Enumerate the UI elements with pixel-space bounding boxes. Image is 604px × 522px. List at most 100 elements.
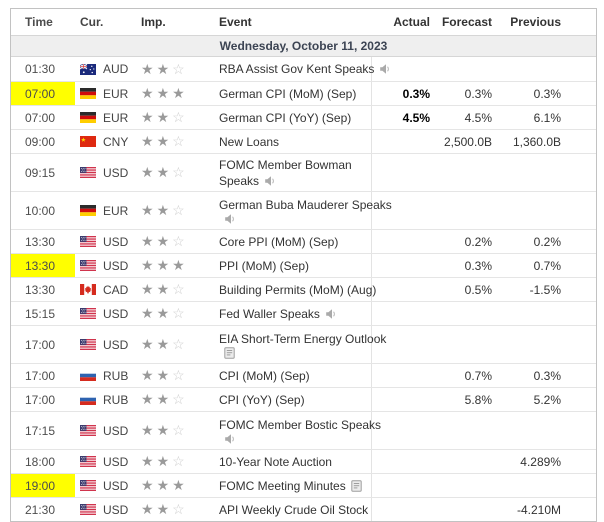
- event-name[interactable]: German Buba Mauderer Speaks: [215, 192, 392, 229]
- event-label: RBA Assist Gov Kent Speaks: [219, 62, 375, 76]
- table-row[interactable]: 07:00 EUR ★ ★ ★ German CPI (MoM) (Sep) 0.3% 0.3…: [11, 81, 596, 105]
- event-name[interactable]: FOMC Member Bowman Speaks: [215, 154, 372, 191]
- table-row[interactable]: 18:00 USD ★ ★ ☆ 10-Year Note Auction 4.289%: [11, 449, 596, 473]
- currency-code: EUR: [103, 110, 129, 125]
- event-name[interactable]: FOMC Member Bostic Speaks: [215, 412, 381, 449]
- table-row[interactable]: 17:00 USD ★ ★ ☆ EIA Short-Term Energy Outlook: [11, 325, 596, 363]
- star-empty-icon: ☆: [172, 233, 185, 249]
- star-empty-icon: ☆: [172, 422, 185, 438]
- event-name[interactable]: Fed Waller Speaks: [215, 302, 372, 325]
- event-name[interactable]: German CPI (MoM) (Sep): [215, 82, 372, 105]
- star-empty-icon: ☆: [172, 109, 185, 125]
- forecast-value: 0.3%: [464, 258, 492, 273]
- canada-flag-icon: [80, 284, 96, 295]
- col-header-importance: Imp.: [141, 15, 166, 29]
- event-name[interactable]: API Weekly Crude Oil Stock: [215, 498, 372, 521]
- actual-value: 0.3%: [402, 86, 430, 101]
- table-row[interactable]: 17:15 USD ★ ★ ☆ FOMC Member Bostic Speaks: [11, 411, 596, 449]
- table-row[interactable]: 19:00 USD ★ ★ ★ FOMC Meeting Minutes: [11, 473, 596, 497]
- forecast-value: 0.3%: [464, 86, 492, 101]
- star-filled-icon: ★: [156, 281, 170, 297]
- importance-stars: ★ ★ ★: [137, 85, 215, 102]
- speaker-icon: [224, 213, 236, 225]
- star-filled-icon: ★: [156, 202, 170, 218]
- event-name[interactable]: New Loans: [215, 130, 372, 153]
- currency-cell: USD: [75, 338, 137, 352]
- star-filled-icon: ★: [141, 85, 154, 101]
- event-label: CPI (YoY) (Sep): [219, 392, 305, 407]
- table-row[interactable]: 07:00 EUR ★ ★ ☆ German CPI (YoY) (Sep) 4.5% 4.5…: [11, 105, 596, 129]
- star-filled-icon: ★: [156, 60, 170, 77]
- star-filled-icon: ★: [172, 257, 185, 273]
- star-empty-icon: ☆: [172, 336, 185, 352]
- star-filled-icon: ★: [156, 422, 170, 438]
- germany-flag-icon: [80, 205, 96, 216]
- currency-cell: EUR: [75, 87, 137, 101]
- table-row[interactable]: 10:00 EUR ★ ★ ☆ German Buba Mauderer Speaks: [11, 191, 596, 229]
- table-row[interactable]: 15:15 USD ★ ★ ☆ Fed Waller Speaks: [11, 301, 596, 325]
- table-row[interactable]: 09:00 CNY ★ ★ ☆ New Loans 2,500.0B 1,360.0B: [11, 129, 596, 153]
- currency-cell: CAD: [75, 283, 137, 297]
- importance-stars: ★ ★ ☆: [137, 391, 215, 408]
- importance-stars: ★ ★ ☆: [137, 336, 215, 353]
- table-row[interactable]: 21:30 USD ★ ★ ☆ API Weekly Crude Oil Stock -4.…: [11, 497, 596, 521]
- col-header-actual: Actual: [393, 15, 430, 29]
- table-row[interactable]: 01:30 AUD ★ ★ ☆ RBA Assist Gov Kent Speaks: [11, 57, 596, 81]
- currency-code: USD: [103, 234, 129, 249]
- actual-value: 4.5%: [402, 110, 430, 125]
- star-empty-icon: ☆: [172, 133, 185, 149]
- previous-value: 5.2%: [533, 392, 561, 407]
- currency-code: USD: [103, 337, 129, 352]
- event-name[interactable]: PPI (MoM) (Sep): [215, 254, 372, 277]
- star-filled-icon: ★: [141, 367, 154, 383]
- event-name[interactable]: FOMC Meeting Minutes: [215, 474, 372, 497]
- currency-cell: CNY: [75, 135, 137, 149]
- time-cell: 10:00: [25, 203, 56, 218]
- event-name[interactable]: EIA Short-Term Energy Outlook: [215, 326, 386, 363]
- event-name[interactable]: CPI (MoM) (Sep): [215, 364, 372, 387]
- usa-flag-icon: [80, 236, 96, 247]
- forecast-value: 5.8%: [464, 392, 492, 407]
- usa-flag-icon: [80, 456, 96, 467]
- importance-stars: ★ ★ ☆: [137, 422, 215, 439]
- currency-cell: USD: [75, 503, 137, 517]
- report-icon: [224, 346, 235, 359]
- speaker-icon: [379, 63, 391, 75]
- table-row[interactable]: 13:30 USD ★ ★ ★ PPI (MoM) (Sep) 0.3% 0.7%: [11, 253, 596, 277]
- time-cell: 09:00: [25, 134, 56, 149]
- event-name[interactable]: Core PPI (MoM) (Sep): [215, 230, 372, 253]
- table-row[interactable]: 17:00 RUB ★ ★ ☆ CPI (MoM) (Sep) 0.7% 0.3%: [11, 363, 596, 387]
- currency-code: USD: [103, 502, 129, 517]
- currency-code: USD: [103, 423, 129, 438]
- currency-code: USD: [103, 478, 129, 493]
- table-row[interactable]: 13:30 USD ★ ★ ☆ Core PPI (MoM) (Sep) 0.2% 0.2%: [11, 229, 596, 253]
- previous-value: 0.7%: [533, 258, 561, 273]
- event-name[interactable]: 10-Year Note Auction: [215, 450, 372, 473]
- col-header-time: Time: [25, 15, 53, 29]
- star-filled-icon: ★: [156, 109, 170, 125]
- star-empty-icon: ☆: [172, 281, 185, 297]
- currency-code: USD: [103, 165, 129, 180]
- event-name[interactable]: CPI (YoY) (Sep): [215, 388, 372, 411]
- importance-stars: ★ ★ ☆: [137, 453, 215, 470]
- usa-flag-icon: [80, 339, 96, 350]
- event-name[interactable]: Building Permits (MoM) (Aug): [215, 278, 376, 301]
- currency-code: USD: [103, 258, 129, 273]
- time-cell: 17:15: [25, 423, 56, 438]
- usa-flag-icon: [80, 167, 96, 178]
- col-header-forecast: Forecast: [441, 15, 492, 29]
- time-cell: 17:00: [25, 392, 56, 407]
- currency-cell: AUD: [75, 62, 137, 76]
- star-filled-icon: ★: [141, 202, 154, 218]
- column-header-row: Time Cur. Imp. Event Actual Forecast Pre…: [11, 9, 596, 35]
- event-name[interactable]: German CPI (YoY) (Sep): [215, 106, 372, 129]
- star-empty-icon: ☆: [172, 202, 185, 218]
- previous-value: -4.210M: [516, 502, 561, 517]
- table-row[interactable]: 13:30 CAD ★ ★ ☆ Building Permits (MoM) (Aug) 0…: [11, 277, 596, 301]
- table-row[interactable]: 17:00 RUB ★ ★ ☆ CPI (YoY) (Sep) 5.8% 5.2%: [11, 387, 596, 411]
- currency-code: RUB: [103, 368, 129, 383]
- table-row[interactable]: 09:15 USD ★ ★ ☆ FOMC Member Bowman Speaks: [11, 153, 596, 191]
- event-name[interactable]: RBA Assist Gov Kent Speaks: [215, 57, 390, 81]
- previous-value: 4.289%: [520, 454, 561, 469]
- event-label: FOMC Meeting Minutes: [219, 478, 346, 493]
